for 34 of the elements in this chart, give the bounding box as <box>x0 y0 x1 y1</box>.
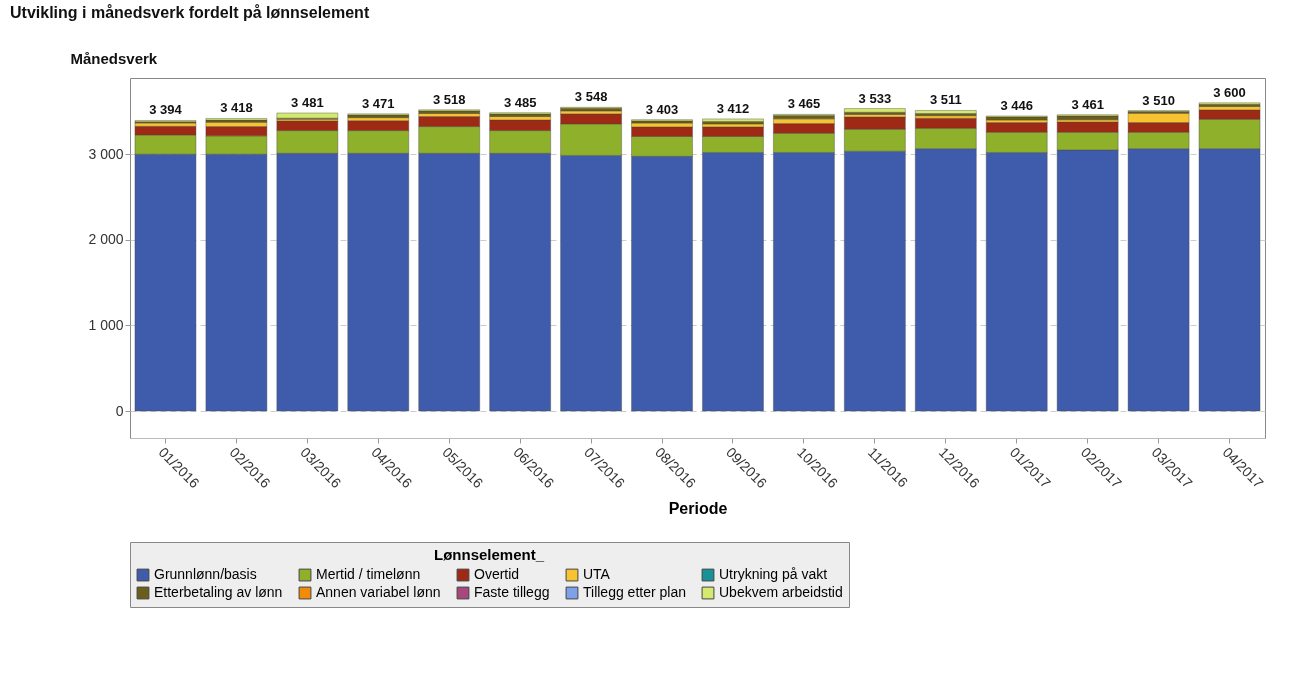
total-label: 3 485 <box>503 94 537 110</box>
chart-title: Utvikling i månedsverk fordelt på lønnselement <box>10 4 370 21</box>
total-label: 3 518 <box>432 91 466 107</box>
legend-label: Annen variabel lønn <box>316 584 441 600</box>
legend-label: Etterbetaling av lønn <box>154 584 283 600</box>
legend-label: UTA <box>583 566 611 583</box>
total-label: 3 471 <box>362 95 395 111</box>
y-tick-label: 0 <box>115 402 124 419</box>
total-label: 3 600 <box>1213 84 1246 100</box>
total-label: 3 548 <box>574 89 608 105</box>
y-tick-label: 2 000 <box>88 231 124 248</box>
legend-label: Overtid <box>474 566 520 583</box>
total-label: 3 461 <box>1071 96 1104 112</box>
total-label: 3 446 <box>1000 98 1033 114</box>
total-label: 3 465 <box>787 96 821 112</box>
legend-label: Tillegg etter plan <box>583 584 686 600</box>
x-axis-title: Periode <box>668 500 728 518</box>
legend-label: Mertid / timelønn <box>316 566 421 583</box>
y-tick-label: 3 000 <box>88 145 124 162</box>
total-label: 3 481 <box>291 95 324 111</box>
total-label: 3 511 <box>929 92 962 108</box>
legend-label: Grunnlønn/basis <box>154 566 257 583</box>
legend-label: Utrykning på vakt <box>719 566 828 583</box>
total-label: 3 403 <box>645 101 679 117</box>
total-label: 3 412 <box>716 100 750 116</box>
y-axis-title: Månedsverk <box>70 49 158 67</box>
total-label: 3 510 <box>1142 92 1175 108</box>
y-tick-label: 1 000 <box>88 316 124 333</box>
legend-label: Ubekvem arbeidstid <box>719 584 843 600</box>
total-label: 3 418 <box>220 100 253 116</box>
total-label: 3 533 <box>858 90 892 106</box>
legend-title: Lønnselement_ <box>433 546 545 563</box>
legend-label: Faste tillegg <box>474 584 550 600</box>
total-label: 3 394 <box>149 102 183 118</box>
